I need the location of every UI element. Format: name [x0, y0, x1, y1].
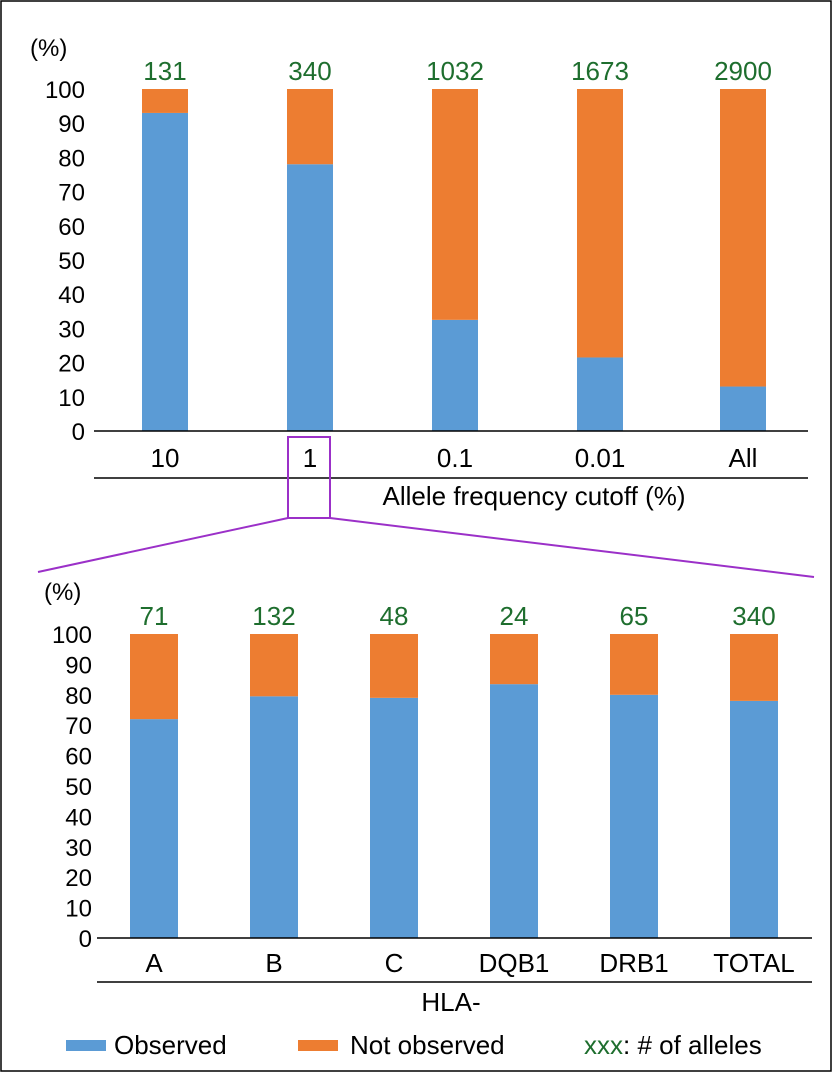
- top-bar-not-observed-10: [142, 89, 188, 113]
- bottom-bar-not-observed-c: [370, 634, 418, 698]
- bottom-count-label-dqb1: 24: [500, 601, 529, 631]
- top-category-label-0.1: 0.1: [437, 443, 473, 473]
- legend-count-note: xxx: # of alleles: [584, 1030, 762, 1060]
- top-bar-observed-0.01: [577, 357, 623, 431]
- top-y-tick-90: 90: [58, 111, 85, 138]
- bottom-y-tick-10: 10: [65, 896, 92, 923]
- bottom-bar-not-observed-a: [130, 634, 178, 720]
- top-bar-observed-0.1: [432, 319, 478, 431]
- top-bar-observed-10: [142, 112, 188, 431]
- bottom-y-tick-20: 20: [65, 865, 92, 892]
- bottom-y-tick-40: 40: [65, 804, 92, 831]
- top-category-label-0.01: 0.01: [575, 443, 626, 473]
- top-bar-not-observed-0.1: [432, 89, 478, 320]
- top-y-tick-0: 0: [72, 419, 85, 446]
- top-bar-observed-all: [720, 386, 766, 431]
- bottom-category-label-a: A: [145, 948, 163, 978]
- top-y-tick-50: 50: [58, 248, 85, 275]
- bottom-bar-observed-b: [250, 696, 298, 938]
- top-category-label-10: 10: [151, 443, 180, 473]
- top-bar-not-observed-0.01: [577, 89, 623, 358]
- bottom-count-label-drb1: 65: [620, 601, 649, 631]
- bottom-category-label-dqb1: DQB1: [479, 948, 550, 978]
- legend-swatch-observed: [66, 1040, 106, 1051]
- top-y-tick-40: 40: [58, 282, 85, 309]
- bottom-bar-observed-a: [130, 719, 178, 938]
- top-count-label-1: 340: [288, 56, 331, 86]
- top-count-label-0.1: 1032: [426, 56, 484, 86]
- bottom-bar-observed-c: [370, 697, 418, 938]
- legend: Observed Not observed xxx: # of alleles: [66, 1030, 762, 1060]
- bottom-x-axis-label: HLA-: [421, 987, 480, 1017]
- bottom-y-tick-90: 90: [65, 652, 92, 679]
- bottom-count-label-c: 48: [380, 601, 409, 631]
- bottom-chart: (%) HLA- 0 10 20 30 40 50 60 70 80 90 100 71 A 132 B 48…: [44, 579, 812, 1017]
- top-y-tick-70: 70: [58, 180, 85, 207]
- zoom-line-right: [329, 517, 815, 578]
- top-y-tick-20: 20: [58, 351, 85, 378]
- legend-count-description: : # of alleles: [623, 1030, 762, 1060]
- legend-swatch-not-observed: [298, 1040, 338, 1051]
- top-bar-not-observed-all: [720, 89, 766, 387]
- top-y-tick-80: 80: [58, 145, 85, 172]
- bottom-y-tick-30: 30: [65, 835, 92, 862]
- top-bar-not-observed-1: [287, 89, 333, 165]
- top-count-label-all: 2900: [714, 56, 772, 86]
- bottom-count-label-b: 132: [252, 601, 295, 631]
- top-y-tick-30: 30: [58, 316, 85, 343]
- bottom-y-tick-100: 100: [52, 622, 92, 649]
- bottom-count-label-a: 71: [140, 601, 169, 631]
- bottom-bar-not-observed-b: [250, 634, 298, 697]
- bottom-y-tick-50: 50: [65, 774, 92, 801]
- bottom-category-label-drb1: DRB1: [599, 948, 668, 978]
- zoom-highlight-box: [287, 436, 331, 519]
- bottom-bar-not-observed-total: [730, 634, 778, 701]
- bottom-bar-observed-dqb1: [490, 684, 538, 938]
- bottom-category-label-total: TOTAL: [713, 948, 794, 978]
- bottom-y-tick-70: 70: [65, 713, 92, 740]
- top-x-axis-label: Allele frequency cutoff (%): [383, 481, 686, 511]
- top-y-unit: (%): [30, 35, 67, 62]
- legend-count-example: xxx: [584, 1030, 623, 1060]
- bottom-y-tick-60: 60: [65, 744, 92, 771]
- top-count-label-0.01: 1673: [571, 56, 629, 86]
- top-y-tick-10: 10: [58, 385, 85, 412]
- bottom-y-unit: (%): [44, 579, 81, 606]
- bottom-bar-observed-total: [730, 700, 778, 938]
- zoom-indicator: [37, 436, 815, 578]
- legend-label-not-observed: Not observed: [350, 1030, 505, 1060]
- bottom-bar-not-observed-drb1: [610, 634, 658, 695]
- top-bar-observed-1: [287, 164, 333, 432]
- legend-label-observed: Observed: [114, 1030, 227, 1060]
- bottom-y-tick-80: 80: [65, 683, 92, 710]
- zoom-line-left: [37, 517, 289, 573]
- bottom-bar-observed-drb1: [610, 694, 658, 938]
- bottom-category-label-b: B: [265, 948, 282, 978]
- bottom-count-label-total: 340: [732, 601, 775, 631]
- top-y-tick-60: 60: [58, 214, 85, 241]
- top-y-tick-100: 100: [45, 77, 85, 104]
- bottom-y-tick-0: 0: [79, 926, 92, 953]
- top-count-label-10: 131: [143, 56, 186, 86]
- bottom-bar-not-observed-dqb1: [490, 634, 538, 685]
- top-category-label-all: All: [729, 443, 758, 473]
- top-chart: (%) Allele frequency cutoff (%) 0 10 20 30 4…: [30, 35, 808, 511]
- bottom-category-label-c: C: [385, 948, 404, 978]
- top-category-label-1: 1: [303, 443, 317, 473]
